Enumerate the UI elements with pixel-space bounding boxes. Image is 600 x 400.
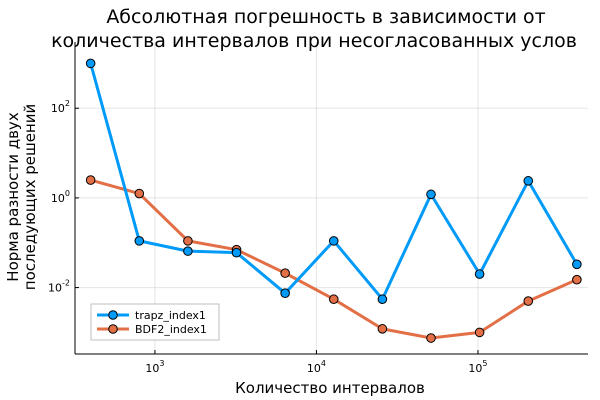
x-tick-label: 104 xyxy=(307,359,326,375)
data-point xyxy=(134,236,145,246)
chart-title-line-2: количества интервалов при несогласованны… xyxy=(51,30,577,52)
series-BDF2_index1 xyxy=(85,175,582,343)
series-line xyxy=(89,62,579,301)
data-point xyxy=(474,327,485,338)
data-point xyxy=(85,175,96,185)
x-tick-label: 103 xyxy=(145,359,164,375)
data-point xyxy=(474,269,485,279)
axes xyxy=(74,42,588,355)
legend-item: trapz_index1 xyxy=(97,309,206,322)
data-point xyxy=(231,247,242,258)
data-point xyxy=(280,288,290,298)
data-point xyxy=(280,268,290,278)
data-point xyxy=(426,189,436,200)
data-point xyxy=(328,294,339,305)
chart-title-line-1: Абсолютная погрешность в зависимости от xyxy=(106,6,545,28)
data-point xyxy=(85,58,96,69)
y-tick-label: 102 xyxy=(51,99,70,115)
y-tick-label: 10-2 xyxy=(48,279,70,295)
data-point xyxy=(328,236,339,246)
data-point xyxy=(183,236,193,246)
series-layer xyxy=(85,58,582,343)
series-trapz_index1 xyxy=(85,58,582,305)
y-axis-title-line-1: Норма разности двух xyxy=(4,112,22,282)
data-point xyxy=(426,333,436,343)
y-axis-title: Норма разности двух последующих решений xyxy=(4,104,39,290)
legend-label: trapz_index1 xyxy=(135,309,206,322)
data-point xyxy=(523,296,534,306)
data-point xyxy=(183,246,193,256)
data-point xyxy=(572,259,582,270)
x-axis-title: Количество интервалов xyxy=(235,379,425,397)
legend-label: BDF2_index1 xyxy=(135,323,207,336)
data-point xyxy=(377,324,388,334)
data-point xyxy=(134,188,145,199)
data-point xyxy=(572,274,582,285)
data-point xyxy=(377,294,388,305)
y-tick-labels: 10-2 100 102 xyxy=(48,99,70,294)
x-tick-label: 105 xyxy=(468,359,487,375)
data-point xyxy=(523,176,534,186)
grid xyxy=(75,42,588,354)
y-axis-title-line-2: последующих решений xyxy=(21,104,39,290)
legend-item: BDF2_index1 xyxy=(97,323,207,336)
legend-marker xyxy=(108,310,118,320)
x-tick-labels: 103 104 105 xyxy=(145,359,487,375)
legend-box xyxy=(90,303,220,341)
y-tick-label: 100 xyxy=(51,189,70,205)
legend-marker xyxy=(108,324,118,334)
